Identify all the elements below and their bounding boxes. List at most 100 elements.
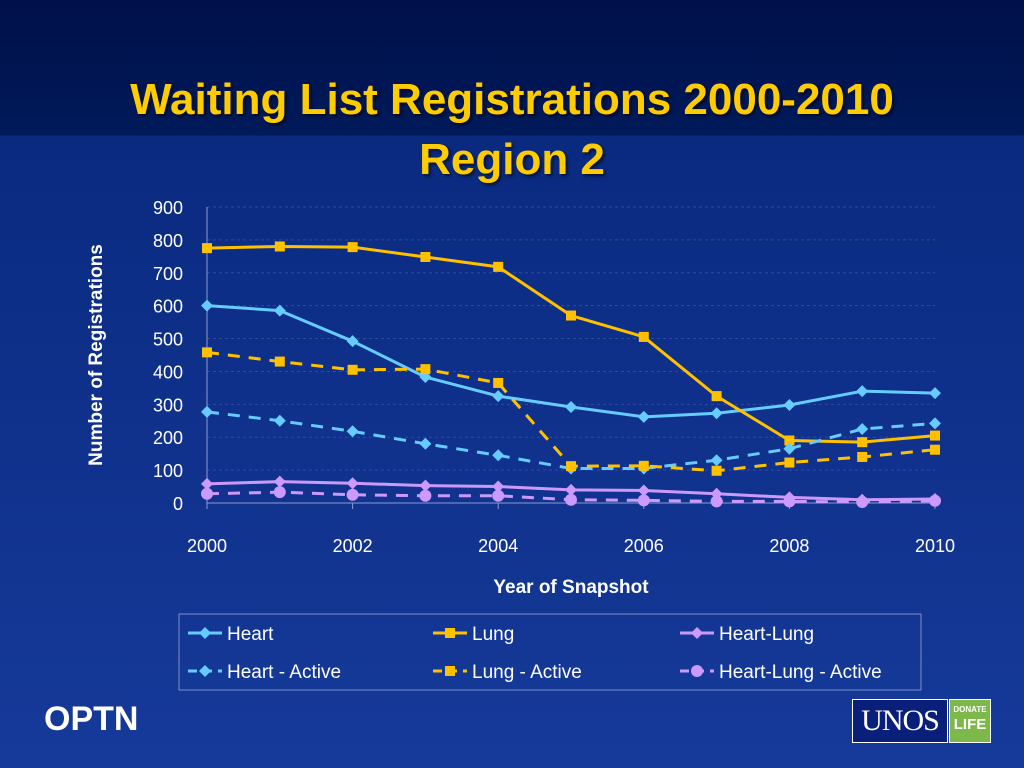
data-point bbox=[856, 385, 869, 398]
data-point bbox=[929, 387, 941, 400]
data-point bbox=[273, 304, 286, 317]
data-point bbox=[929, 417, 941, 430]
data-point bbox=[419, 479, 432, 492]
legend-item: Heart bbox=[188, 624, 274, 645]
legend-label: Heart-Lung bbox=[719, 624, 814, 645]
x-tick-label: 2002 bbox=[333, 536, 373, 556]
legend-swatch-marker bbox=[691, 627, 703, 639]
legend-swatch-marker bbox=[199, 627, 211, 639]
legend-swatch-marker bbox=[199, 665, 211, 677]
y-tick-label: 500 bbox=[153, 330, 183, 350]
legend-label: Heart bbox=[227, 624, 274, 645]
x-tick-label: 2004 bbox=[478, 536, 518, 556]
chart-legend: Heart Lung Heart-Lung Heart - Active Lung - … bbox=[178, 613, 922, 691]
donate-life-badge: DONATE LIFE bbox=[949, 699, 991, 743]
data-point bbox=[202, 347, 212, 358]
legend-item: Lung - Active bbox=[433, 662, 582, 683]
optn-footer-label: OPTN bbox=[44, 700, 139, 738]
legend-swatch-marker bbox=[445, 666, 455, 676]
chart-gridlines bbox=[207, 206, 935, 471]
donate-life-badge-line2: LIFE bbox=[953, 716, 987, 733]
legend-item: Lung bbox=[433, 624, 514, 645]
data-point bbox=[856, 496, 869, 509]
data-point bbox=[565, 493, 577, 506]
data-point bbox=[930, 444, 940, 455]
unos-donate-life-logo: UNOS DONATE LIFE bbox=[852, 699, 992, 743]
data-point bbox=[347, 364, 358, 375]
data-point bbox=[492, 489, 505, 502]
data-point bbox=[493, 261, 504, 272]
data-point bbox=[419, 437, 432, 450]
legend-swatch-marker bbox=[691, 665, 703, 677]
data-point bbox=[492, 390, 505, 403]
unos-logo-text: UNOS bbox=[852, 699, 948, 743]
data-point bbox=[346, 335, 359, 348]
data-point bbox=[783, 495, 796, 508]
series-line bbox=[206, 304, 936, 419]
data-point bbox=[784, 435, 795, 446]
slide-title: Waiting List Registrations 2000-2010 Reg… bbox=[0, 70, 1024, 190]
data-point bbox=[273, 475, 286, 488]
series-lung bbox=[202, 241, 940, 448]
data-point bbox=[637, 484, 650, 497]
data-point bbox=[346, 477, 359, 490]
y-tick-label: 700 bbox=[153, 264, 183, 284]
data-point bbox=[930, 430, 940, 441]
data-point bbox=[274, 356, 285, 367]
x-tick-label: 2010 bbox=[915, 536, 955, 556]
x-tick-label: 2000 bbox=[187, 536, 227, 556]
data-point bbox=[347, 242, 358, 253]
data-point bbox=[856, 423, 869, 435]
data-point bbox=[273, 414, 286, 427]
legend-item: Heart-Lung - Active bbox=[680, 662, 882, 683]
data-point bbox=[711, 391, 722, 402]
y-tick-label: 800 bbox=[153, 231, 183, 251]
y-axis-label: Number of Registrations bbox=[86, 244, 107, 466]
data-point bbox=[201, 477, 213, 490]
title-line-2: Region 2 bbox=[419, 135, 605, 184]
data-point bbox=[201, 405, 213, 418]
x-tick-labels: 2000 2002 2004 2006 2008 2010 bbox=[187, 503, 955, 556]
data-point bbox=[202, 243, 212, 254]
data-point bbox=[929, 494, 941, 507]
data-point bbox=[783, 442, 796, 455]
data-point bbox=[566, 461, 576, 472]
data-point bbox=[710, 454, 723, 467]
series-lung-active bbox=[202, 347, 940, 476]
legend-label: Lung bbox=[472, 624, 514, 645]
title-line-1: Waiting List Registrations 2000-2010 bbox=[130, 75, 894, 124]
data-point bbox=[493, 377, 504, 388]
x-axis-label: Year of Snapshot bbox=[493, 577, 649, 598]
data-point bbox=[784, 457, 795, 468]
data-point bbox=[201, 487, 213, 500]
data-point bbox=[710, 407, 723, 420]
y-tick-label: 300 bbox=[153, 395, 183, 415]
data-point bbox=[565, 483, 577, 496]
donate-life-badge-line1: DONATE bbox=[953, 705, 987, 714]
data-point bbox=[420, 251, 431, 262]
data-point bbox=[783, 398, 796, 411]
legend-item: Heart-Lung bbox=[680, 624, 814, 645]
y-tick-labels: 0 100 200 300 400 500 600 700 800 900 bbox=[153, 198, 183, 514]
series-heart-lung-active bbox=[201, 486, 941, 509]
y-tick-label: 0 bbox=[173, 494, 183, 514]
legend-box bbox=[178, 613, 922, 691]
data-point bbox=[711, 465, 722, 476]
legend-swatch-marker bbox=[445, 628, 455, 638]
x-tick-label: 2008 bbox=[769, 536, 809, 556]
y-tick-label: 100 bbox=[153, 461, 183, 481]
data-point bbox=[637, 494, 650, 507]
legend-label: Heart-Lung - Active bbox=[719, 662, 882, 683]
series-heart bbox=[201, 299, 941, 423]
y-tick-label: 400 bbox=[153, 362, 183, 382]
data-point bbox=[857, 437, 868, 448]
x-tick-label: 2006 bbox=[624, 536, 664, 556]
legend-item: Heart - Active bbox=[188, 662, 341, 683]
data-point bbox=[565, 400, 577, 413]
data-point bbox=[638, 331, 649, 342]
data-point bbox=[492, 449, 505, 462]
data-point bbox=[201, 299, 213, 312]
data-point bbox=[419, 489, 432, 502]
y-tick-label: 600 bbox=[153, 297, 183, 317]
